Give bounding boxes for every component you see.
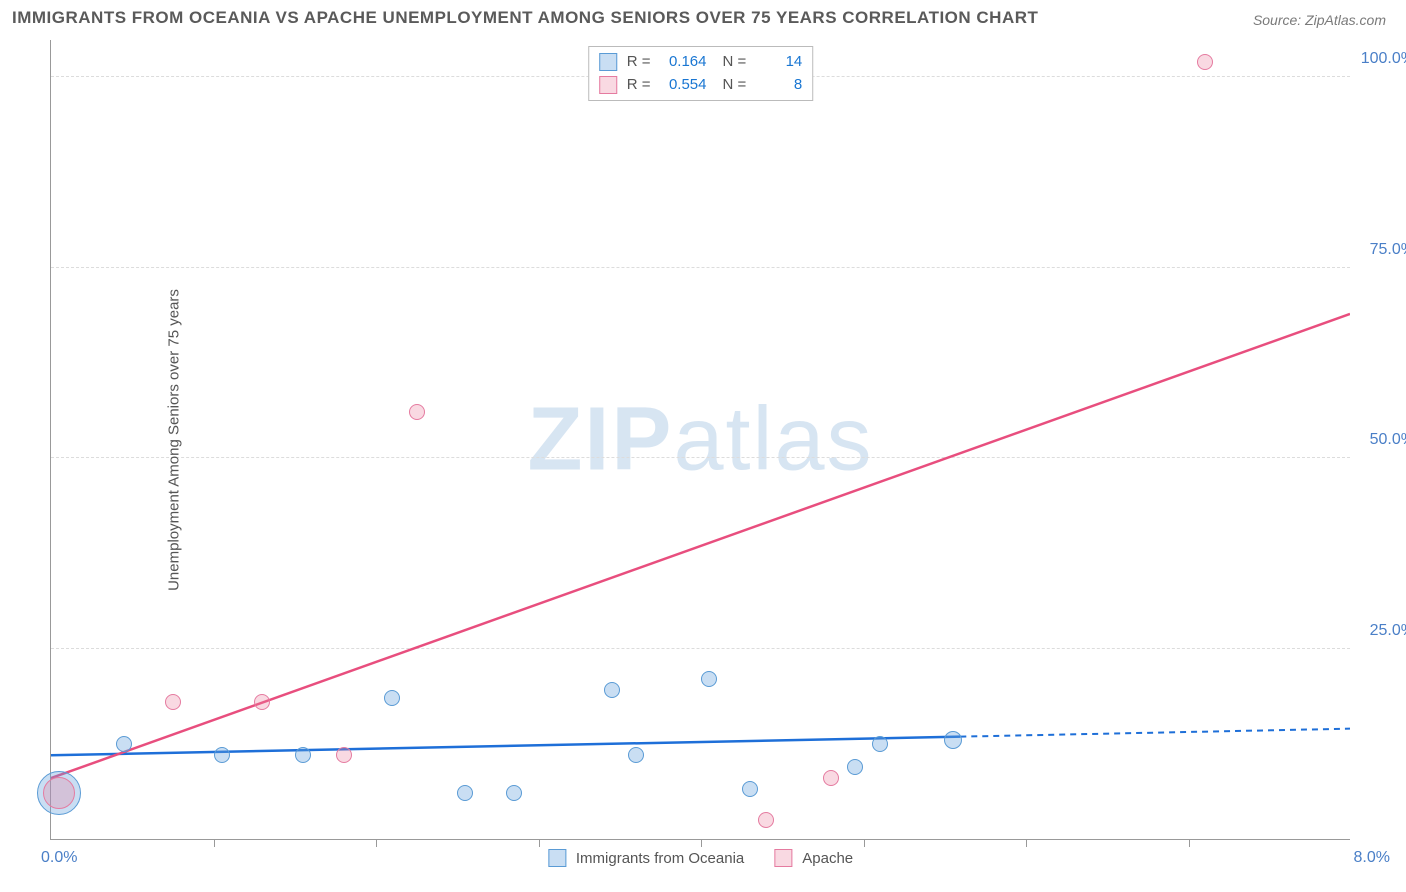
legend-row-series-1: R = 0.164 N = 14 [599,51,803,74]
x-tick [1026,839,1027,847]
plot-area: ZIPatlas 25.0%50.0%75.0%100.0% Unemploym… [50,40,1350,840]
gridline [51,648,1350,649]
data-point [847,759,863,775]
chart-title: IMMIGRANTS FROM OCEANIA VS APACHE UNEMPL… [12,8,1038,28]
series-legend: Immigrants from Oceania Apache [548,849,853,867]
r-value-series-2: 0.554 [657,74,707,97]
x-axis-max-label: 8.0% [1354,849,1390,867]
y-tick-label: 50.0% [1370,431,1406,449]
chart-container: IMMIGRANTS FROM OCEANIA VS APACHE UNEMPL… [0,0,1406,892]
watermark: ZIPatlas [527,388,873,491]
data-point [254,694,270,710]
legend-swatch-series-1 [599,53,617,71]
legend-swatch-icon [774,849,792,867]
legend-swatch-series-2 [599,76,617,94]
x-tick [701,839,702,847]
data-point [628,747,644,763]
x-tick [214,839,215,847]
data-point [944,731,962,749]
x-tick [864,839,865,847]
data-point [742,781,758,797]
data-point [384,690,400,706]
trend-line [51,314,1350,778]
correlation-legend: R = 0.164 N = 14 R = 0.554 N = 8 [588,46,814,101]
y-axis-label: Unemployment Among Seniors over 75 years [165,289,182,591]
data-point [165,694,181,710]
x-tick [1189,839,1190,847]
data-point [701,671,717,687]
legend-item-series-1: Immigrants from Oceania [548,849,744,867]
data-point [116,736,132,752]
data-point [823,770,839,786]
x-tick [539,839,540,847]
data-point [214,747,230,763]
trend-line-extrapolated [960,729,1350,737]
data-point [295,747,311,763]
source-attribution: Source: ZipAtlas.com [1253,12,1386,28]
n-value-series-1: 14 [752,51,802,74]
x-axis-min-label: 0.0% [41,849,77,867]
gridline [51,267,1350,268]
data-point [409,404,425,420]
data-point [506,785,522,801]
n-value-series-2: 8 [752,74,802,97]
data-point [872,736,888,752]
trend-line [51,737,960,756]
gridline [51,457,1350,458]
data-point [758,812,774,828]
data-point [604,682,620,698]
x-tick [376,839,377,847]
data-point [457,785,473,801]
y-tick-label: 75.0% [1370,241,1406,259]
legend-item-series-2: Apache [774,849,853,867]
trend-lines [51,40,1350,839]
data-point [43,777,75,809]
legend-swatch-icon [548,849,566,867]
r-value-series-1: 0.164 [657,51,707,74]
y-tick-label: 100.0% [1361,50,1406,68]
legend-row-series-2: R = 0.554 N = 8 [599,74,803,97]
y-tick-label: 25.0% [1370,622,1406,640]
data-point [1197,54,1213,70]
data-point [336,747,352,763]
